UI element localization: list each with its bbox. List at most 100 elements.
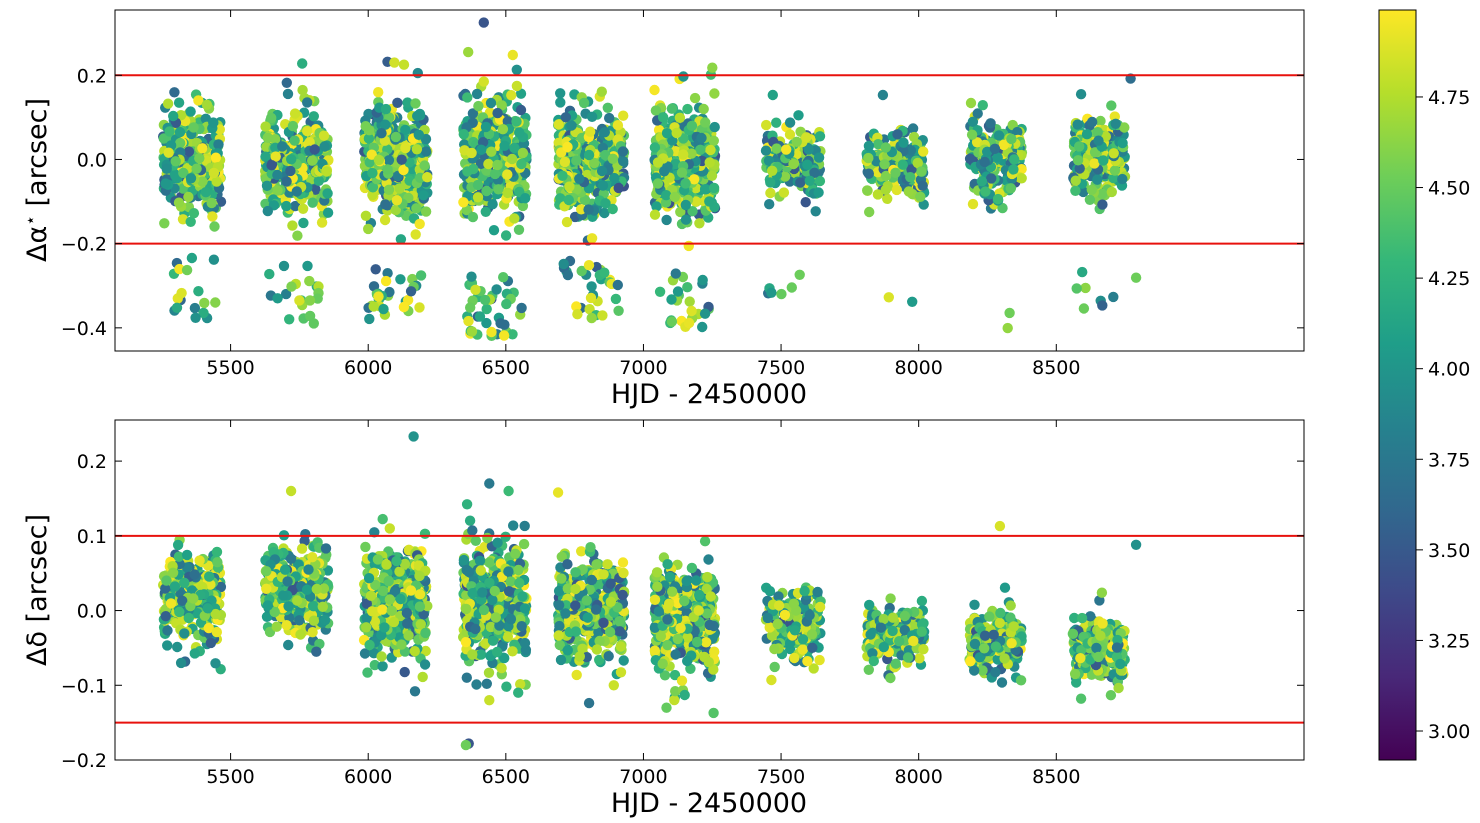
data-point xyxy=(666,316,678,327)
data-point xyxy=(373,291,384,302)
data-point xyxy=(168,110,179,122)
data-point xyxy=(311,646,322,657)
data-point xyxy=(291,186,302,197)
data-point xyxy=(420,645,431,657)
data-point xyxy=(190,312,201,323)
data-point xyxy=(475,649,487,660)
data-point xyxy=(272,293,283,304)
data-point xyxy=(493,184,504,195)
data-point xyxy=(414,218,425,230)
data-point xyxy=(596,165,608,177)
data-point xyxy=(461,672,472,683)
data-point xyxy=(764,199,775,210)
data-point xyxy=(398,164,409,176)
data-point xyxy=(402,618,413,629)
data-point xyxy=(303,564,314,575)
data-point xyxy=(863,140,875,152)
data-point xyxy=(292,230,303,241)
data-point xyxy=(204,571,215,582)
data-point xyxy=(474,311,486,322)
data-point xyxy=(183,191,194,203)
data-point xyxy=(1109,165,1121,176)
data-point xyxy=(462,92,473,103)
data-point xyxy=(467,108,479,119)
data-point xyxy=(697,321,708,333)
data-point xyxy=(261,566,272,577)
data-point xyxy=(364,639,375,651)
data-point xyxy=(281,77,292,89)
data-point xyxy=(659,166,670,177)
data-point xyxy=(210,152,222,163)
data-point xyxy=(261,583,272,594)
data-point xyxy=(507,49,518,61)
data-point xyxy=(410,98,421,109)
data-point xyxy=(189,648,200,659)
data-point xyxy=(1097,199,1108,210)
data-point xyxy=(1070,185,1081,196)
data-point xyxy=(369,616,381,627)
data-point xyxy=(202,603,213,614)
data-point xyxy=(289,135,300,146)
data-point xyxy=(583,204,594,215)
data-point xyxy=(283,639,294,651)
top-y-axis-label: Δα⋆ [arcsec] xyxy=(21,98,53,262)
data-point xyxy=(979,156,990,168)
data-point xyxy=(458,554,470,566)
data-point xyxy=(476,144,487,155)
data-point xyxy=(699,184,711,195)
x-tick-label: 5500 xyxy=(206,357,254,379)
data-point xyxy=(1009,154,1020,165)
data-point xyxy=(672,286,684,297)
data-point xyxy=(1086,184,1098,195)
data-point xyxy=(781,144,792,155)
data-point xyxy=(398,301,410,313)
data-point xyxy=(516,621,527,632)
data-point xyxy=(363,133,375,144)
data-point xyxy=(505,613,517,625)
data-point xyxy=(607,153,619,164)
data-point xyxy=(360,121,371,132)
data-point xyxy=(486,326,497,338)
data-point xyxy=(175,137,186,149)
data-point xyxy=(1072,119,1083,130)
data-point xyxy=(174,606,185,618)
data-point xyxy=(367,182,379,193)
data-point xyxy=(478,604,490,616)
data-point xyxy=(321,166,332,177)
data-point xyxy=(400,142,411,154)
top-threshold-lines xyxy=(115,74,1304,245)
data-point xyxy=(483,158,494,170)
data-point xyxy=(1097,300,1108,311)
data-point xyxy=(916,166,927,177)
data-point xyxy=(697,274,708,286)
data-point xyxy=(363,223,374,235)
data-point xyxy=(499,652,510,664)
data-point xyxy=(666,294,677,305)
y-tick-label: −0.4 xyxy=(61,318,107,340)
data-point xyxy=(562,141,573,153)
data-point xyxy=(667,135,678,146)
data-point xyxy=(183,146,195,157)
data-point xyxy=(976,176,988,187)
data-point xyxy=(284,314,295,325)
data-point xyxy=(176,287,187,299)
data-point xyxy=(559,156,571,168)
data-point xyxy=(402,97,413,108)
data-point xyxy=(686,148,697,159)
data-point xyxy=(661,214,672,226)
data-point xyxy=(890,167,901,178)
data-point xyxy=(173,97,185,108)
data-point xyxy=(376,128,387,139)
data-point xyxy=(365,590,377,601)
data-point xyxy=(607,203,618,215)
data-point xyxy=(676,167,688,178)
data-point xyxy=(514,577,525,589)
data-point xyxy=(266,160,277,171)
data-point xyxy=(879,159,890,170)
data-point xyxy=(705,144,716,156)
data-point xyxy=(585,126,596,137)
data-point xyxy=(377,604,388,615)
data-point xyxy=(508,520,519,531)
data-point xyxy=(277,141,288,152)
data-point xyxy=(179,628,190,639)
